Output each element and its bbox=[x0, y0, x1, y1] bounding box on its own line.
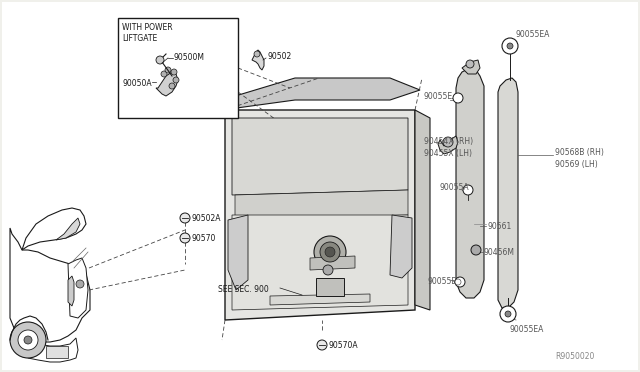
Polygon shape bbox=[235, 190, 408, 220]
Bar bbox=[46, 346, 68, 358]
Text: 90561: 90561 bbox=[488, 222, 512, 231]
Circle shape bbox=[317, 340, 327, 350]
Text: 90455X (LH): 90455X (LH) bbox=[424, 149, 472, 158]
Polygon shape bbox=[225, 110, 415, 320]
Text: 90568B (RH): 90568B (RH) bbox=[555, 148, 604, 157]
Polygon shape bbox=[26, 338, 78, 362]
Polygon shape bbox=[10, 228, 90, 342]
Text: R9050020: R9050020 bbox=[555, 352, 595, 361]
Text: 90055E: 90055E bbox=[424, 92, 453, 101]
Polygon shape bbox=[456, 68, 484, 298]
Text: LIFTGATE: LIFTGATE bbox=[122, 34, 157, 43]
Circle shape bbox=[505, 311, 511, 317]
Circle shape bbox=[165, 67, 171, 73]
Text: 90055EA: 90055EA bbox=[510, 325, 545, 334]
Text: 90055A: 90055A bbox=[440, 183, 470, 192]
Text: 90050A: 90050A bbox=[122, 79, 152, 88]
Text: 90570: 90570 bbox=[192, 234, 216, 243]
Circle shape bbox=[171, 69, 177, 75]
Polygon shape bbox=[156, 72, 178, 96]
Polygon shape bbox=[22, 208, 86, 250]
Text: 90569 (LH): 90569 (LH) bbox=[555, 160, 598, 169]
Text: 90500M: 90500M bbox=[174, 53, 205, 62]
Circle shape bbox=[169, 83, 175, 89]
Circle shape bbox=[455, 277, 465, 287]
Polygon shape bbox=[270, 294, 370, 305]
Circle shape bbox=[325, 247, 335, 257]
Circle shape bbox=[453, 93, 463, 103]
Circle shape bbox=[463, 185, 473, 195]
Polygon shape bbox=[498, 78, 518, 308]
Bar bbox=[118, 18, 238, 118]
Circle shape bbox=[455, 279, 461, 285]
Circle shape bbox=[471, 245, 481, 255]
Text: 90456M: 90456M bbox=[484, 248, 515, 257]
Text: 90055E: 90055E bbox=[428, 277, 457, 286]
Polygon shape bbox=[462, 60, 480, 74]
Circle shape bbox=[173, 77, 179, 83]
Polygon shape bbox=[210, 78, 420, 110]
Circle shape bbox=[180, 213, 190, 223]
Polygon shape bbox=[252, 50, 264, 70]
Circle shape bbox=[161, 71, 167, 77]
Circle shape bbox=[314, 236, 346, 268]
Polygon shape bbox=[56, 218, 80, 240]
Circle shape bbox=[156, 56, 164, 64]
Polygon shape bbox=[232, 118, 408, 195]
Polygon shape bbox=[310, 256, 355, 270]
Text: SEE SEC. 900: SEE SEC. 900 bbox=[218, 285, 269, 294]
Text: WITH POWER: WITH POWER bbox=[122, 23, 173, 32]
Circle shape bbox=[320, 242, 340, 262]
Bar bbox=[316, 278, 344, 296]
Circle shape bbox=[443, 137, 453, 147]
Polygon shape bbox=[228, 215, 248, 290]
Circle shape bbox=[466, 60, 474, 68]
Polygon shape bbox=[415, 110, 430, 310]
Circle shape bbox=[180, 233, 190, 243]
Circle shape bbox=[507, 43, 513, 49]
Text: 90570A: 90570A bbox=[329, 341, 358, 350]
Text: 90055EA: 90055EA bbox=[516, 30, 550, 39]
Text: 90454X (RH): 90454X (RH) bbox=[424, 137, 473, 146]
Circle shape bbox=[500, 306, 516, 322]
Circle shape bbox=[323, 265, 333, 275]
Circle shape bbox=[10, 322, 46, 358]
Text: 90502: 90502 bbox=[268, 52, 292, 61]
Polygon shape bbox=[390, 215, 412, 278]
Circle shape bbox=[76, 280, 84, 288]
Polygon shape bbox=[232, 215, 408, 310]
Circle shape bbox=[24, 336, 32, 344]
Polygon shape bbox=[68, 276, 74, 306]
Circle shape bbox=[254, 51, 260, 57]
Text: 90502A: 90502A bbox=[192, 214, 221, 223]
Polygon shape bbox=[438, 136, 458, 154]
Polygon shape bbox=[68, 258, 88, 318]
Circle shape bbox=[502, 38, 518, 54]
Circle shape bbox=[18, 330, 38, 350]
